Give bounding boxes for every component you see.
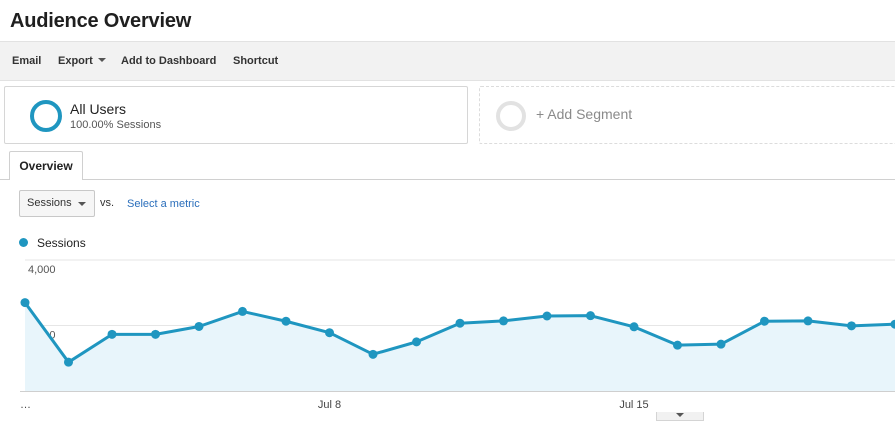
data-point[interactable] xyxy=(20,298,30,308)
chart-resize-handle[interactable] xyxy=(656,412,704,421)
data-point[interactable] xyxy=(716,339,726,349)
tab-overview[interactable]: Overview xyxy=(9,151,83,180)
page-title: Audience Overview xyxy=(10,10,192,32)
segment-all-users[interactable]: All Users 100.00% Sessions xyxy=(4,86,468,144)
metric-select[interactable]: Sessions xyxy=(19,190,95,217)
data-point[interactable] xyxy=(499,316,508,326)
series-line xyxy=(23,301,895,364)
add-segment-label: + Add Segment xyxy=(536,106,633,122)
legend-label: Sessions xyxy=(37,236,86,250)
vs-label: vs. xyxy=(100,197,115,209)
metric-select-value: Sessions xyxy=(27,197,72,209)
data-point[interactable] xyxy=(455,318,465,328)
data-point[interactable] xyxy=(586,311,595,321)
empty-segment-ring-icon xyxy=(496,101,526,131)
segment-name: All Users xyxy=(70,101,127,117)
data-point[interactable] xyxy=(151,329,160,339)
chevron-down-icon xyxy=(676,413,684,417)
data-point[interactable] xyxy=(64,357,73,367)
data-point[interactable] xyxy=(281,316,291,326)
data-point[interactable] xyxy=(238,306,247,316)
segment-ring-icon xyxy=(30,100,62,132)
add-to-dashboard-button[interactable]: Add to Dashboard xyxy=(121,55,217,67)
data-point[interactable] xyxy=(325,328,334,338)
data-point[interactable] xyxy=(890,319,895,329)
data-point[interactable] xyxy=(629,322,639,332)
shortcut-button[interactable]: Shortcut xyxy=(233,55,279,67)
chevron-down-icon xyxy=(78,202,86,206)
toolbar: Email Export Add to Dashboard Shortcut xyxy=(0,41,895,81)
data-point[interactable] xyxy=(803,316,813,326)
data-point[interactable] xyxy=(412,337,421,347)
export-label: Export xyxy=(58,55,93,67)
select-metric-link[interactable]: Select a metric xyxy=(127,198,200,210)
segment-subtitle: 100.00% Sessions xyxy=(70,119,162,131)
legend-marker xyxy=(19,238,28,247)
x-tick-label: Jul 15 xyxy=(619,399,648,411)
data-point[interactable] xyxy=(194,321,204,331)
y-tick-label: 4,000 xyxy=(28,264,56,276)
x-tick-label: Jul 8 xyxy=(318,399,341,411)
data-point[interactable] xyxy=(847,321,856,331)
data-point[interactable] xyxy=(760,316,769,326)
series-area xyxy=(25,302,895,391)
data-point[interactable] xyxy=(107,329,117,339)
data-point[interactable] xyxy=(673,340,682,350)
add-segment-button[interactable]: + Add Segment xyxy=(479,86,895,144)
tab-divider xyxy=(0,179,895,180)
export-button[interactable]: Export xyxy=(58,55,106,67)
chevron-down-icon xyxy=(97,58,106,62)
email-button[interactable]: Email xyxy=(12,55,42,67)
x-tick-label: … xyxy=(20,399,31,411)
data-point[interactable] xyxy=(368,349,378,359)
data-point[interactable] xyxy=(542,311,552,321)
